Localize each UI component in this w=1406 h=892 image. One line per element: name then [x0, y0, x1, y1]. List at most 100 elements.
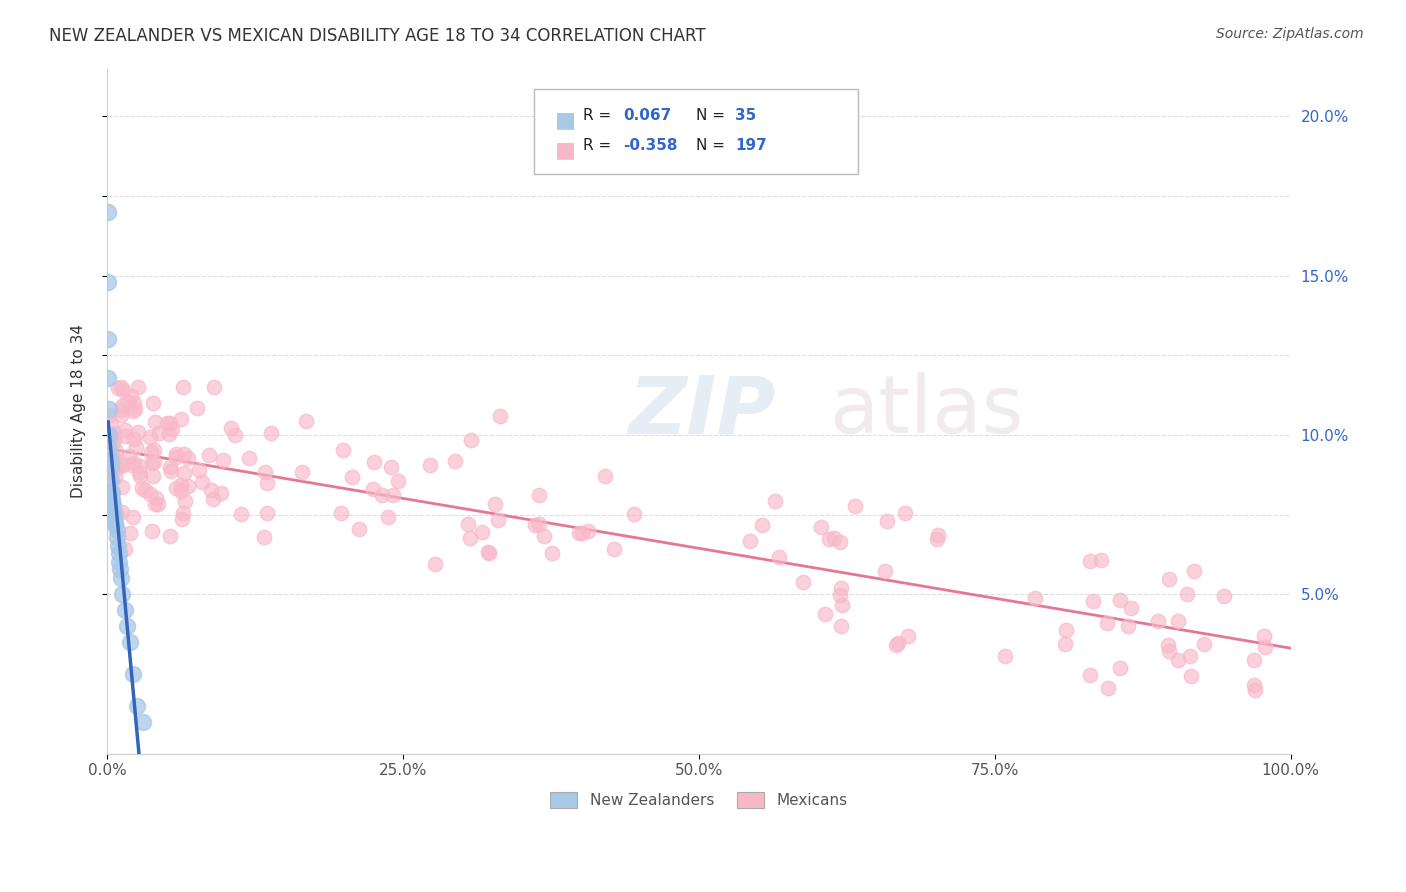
- Point: [110, 408, 132, 422]
- Point: [159, 416, 181, 430]
- Point: [160, 422, 183, 436]
- Point: [172, 506, 194, 520]
- Point: [1147, 614, 1170, 628]
- Point: [187, 463, 209, 477]
- Point: [110, 380, 132, 394]
- Point: [457, 517, 479, 532]
- Text: R =: R =: [583, 108, 617, 123]
- Text: 197: 197: [735, 138, 768, 153]
- Point: [370, 488, 392, 502]
- Point: [115, 619, 138, 633]
- Point: [107, 381, 129, 395]
- Point: [382, 488, 405, 502]
- Point: [103, 426, 125, 441]
- Point: [253, 465, 276, 479]
- Point: [419, 458, 441, 472]
- Y-axis label: Disability Age 18 to 34: Disability Age 18 to 34: [72, 324, 86, 498]
- Point: [568, 526, 591, 541]
- Text: ZIP: ZIP: [628, 372, 775, 450]
- Point: [1157, 638, 1180, 652]
- Point: [172, 380, 194, 394]
- Point: [156, 416, 179, 430]
- Point: [103, 431, 125, 445]
- Point: [197, 448, 219, 462]
- Point: [143, 415, 166, 429]
- Point: [111, 383, 134, 397]
- Text: ■: ■: [555, 140, 576, 160]
- Text: N =: N =: [696, 138, 730, 153]
- Point: [541, 546, 564, 560]
- Point: [363, 455, 385, 469]
- Point: [340, 470, 363, 484]
- Point: [143, 454, 166, 468]
- Point: [111, 505, 134, 519]
- Point: [100, 417, 122, 431]
- Point: [173, 466, 195, 480]
- Point: [361, 482, 384, 496]
- Point: [105, 530, 128, 544]
- Point: [1167, 614, 1189, 628]
- Point: [98, 402, 121, 417]
- Point: [1024, 591, 1046, 606]
- Point: [127, 425, 149, 439]
- Point: [738, 533, 761, 548]
- Point: [98, 428, 121, 442]
- Point: [209, 485, 232, 500]
- Point: [97, 452, 120, 467]
- Point: [830, 588, 852, 602]
- Point: [110, 458, 132, 473]
- Point: [229, 507, 252, 521]
- Point: [100, 453, 122, 467]
- Point: [763, 494, 786, 508]
- Point: [1182, 564, 1205, 578]
- Point: [97, 370, 120, 384]
- Point: [529, 488, 551, 502]
- Point: [818, 532, 841, 546]
- Point: [110, 571, 132, 585]
- Point: [810, 520, 832, 534]
- Point: [115, 393, 138, 408]
- Point: [897, 629, 920, 643]
- Point: [118, 635, 141, 649]
- Point: [134, 483, 156, 497]
- Point: [101, 491, 124, 506]
- Legend: New Zealanders, Mexicans: New Zealanders, Mexicans: [544, 786, 853, 814]
- Point: [128, 465, 150, 479]
- Text: 0.067: 0.067: [623, 108, 671, 123]
- Point: [141, 524, 163, 538]
- Point: [101, 498, 124, 512]
- Point: [994, 648, 1017, 663]
- Point: [121, 458, 143, 472]
- Text: -0.358: -0.358: [623, 138, 678, 153]
- Point: [925, 532, 948, 546]
- Point: [1095, 615, 1118, 630]
- Point: [256, 506, 278, 520]
- Point: [423, 557, 446, 571]
- Point: [202, 380, 225, 394]
- Point: [1083, 593, 1105, 607]
- Point: [98, 476, 121, 491]
- Point: [101, 463, 124, 477]
- Point: [1244, 682, 1267, 697]
- Point: [876, 514, 898, 528]
- Point: [824, 531, 846, 545]
- Point: [108, 546, 131, 560]
- Point: [139, 430, 162, 444]
- Point: [97, 488, 120, 502]
- Point: [165, 481, 187, 495]
- Point: [329, 506, 352, 520]
- Point: [224, 428, 246, 442]
- Point: [602, 542, 624, 557]
- Point: [114, 603, 136, 617]
- Point: [118, 449, 141, 463]
- Point: [142, 396, 165, 410]
- Point: [101, 485, 124, 500]
- Point: [122, 396, 145, 410]
- Point: [1177, 587, 1199, 601]
- Point: [120, 526, 142, 541]
- Point: [101, 504, 124, 518]
- Point: [1078, 667, 1101, 681]
- Point: [792, 575, 814, 590]
- Point: [202, 491, 225, 506]
- Point: [98, 408, 121, 422]
